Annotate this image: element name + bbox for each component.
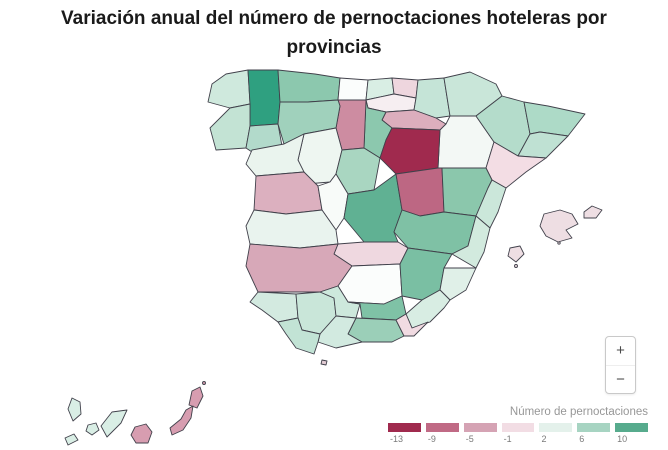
legend-label: 6 — [579, 434, 585, 444]
legend-step-3: -1 — [501, 423, 535, 444]
province-cordoba[interactable] — [319, 285, 361, 319]
legend-swatch — [539, 423, 573, 432]
province-zamora[interactable] — [245, 133, 305, 177]
province-cadiz[interactable] — [277, 317, 321, 355]
map-zoom-control: + − — [605, 336, 636, 394]
legend-label: -1 — [503, 434, 512, 444]
page-title: Variación anual del número de pernoctaci… — [61, 8, 607, 58]
province-a_coruna[interactable] — [207, 69, 251, 109]
province-almeria[interactable] — [395, 313, 429, 337]
zoom-in-button[interactable]: + — [606, 337, 635, 366]
province-malaga[interactable] — [317, 315, 363, 349]
province-las_palmas[interactable] — [130, 381, 206, 444]
legend-label: -5 — [465, 434, 474, 444]
province-illes_balears[interactable] — [507, 205, 603, 268]
province-huelva[interactable] — [249, 291, 299, 323]
legend-label: -9 — [427, 434, 436, 444]
province-soria[interactable] — [379, 127, 441, 175]
legend-swatch — [501, 423, 535, 432]
legend: Número de pernoctaciones -13 -9 -5 -1 2 6 10 — [388, 406, 649, 444]
provinces-layer — [64, 69, 603, 446]
legend-swatch — [615, 423, 649, 432]
province-pontevedra[interactable] — [209, 103, 251, 151]
province-alicante[interactable] — [439, 267, 477, 301]
province-guadalajara[interactable] — [395, 167, 445, 217]
province-ceuta[interactable] — [320, 359, 328, 366]
province-girona[interactable] — [523, 101, 586, 137]
legend-label: -13 — [390, 434, 404, 444]
legend-label: 10 — [617, 434, 628, 444]
legend-swatch — [388, 423, 421, 432]
legend-step-4: 2 — [539, 423, 573, 444]
legend-step-6: 10 — [615, 423, 649, 444]
province-cantabria[interactable] — [337, 77, 369, 101]
province-lugo[interactable] — [247, 69, 281, 127]
legend-swatch — [425, 423, 459, 432]
province-palencia[interactable] — [335, 99, 367, 151]
legend-title: Número de pernoctaciones — [509, 406, 648, 418]
province-barcelona[interactable] — [517, 131, 569, 159]
legend-swatch — [577, 423, 611, 432]
legend-step-5: 6 — [577, 423, 611, 444]
province-caceres[interactable] — [245, 209, 339, 249]
legend-step-2: -5 — [463, 423, 497, 444]
legend-scale: -13 -9 -5 -1 2 6 10 — [388, 423, 649, 444]
province-santa_cruz_de_tenerife[interactable] — [64, 397, 128, 446]
legend-swatch — [463, 423, 497, 432]
legend-step-0: -13 — [388, 423, 421, 444]
legend-label: 2 — [541, 434, 547, 444]
legend-step-1: -9 — [425, 423, 459, 444]
zoom-out-button[interactable]: − — [616, 370, 625, 388]
province-asturias[interactable] — [277, 69, 341, 103]
